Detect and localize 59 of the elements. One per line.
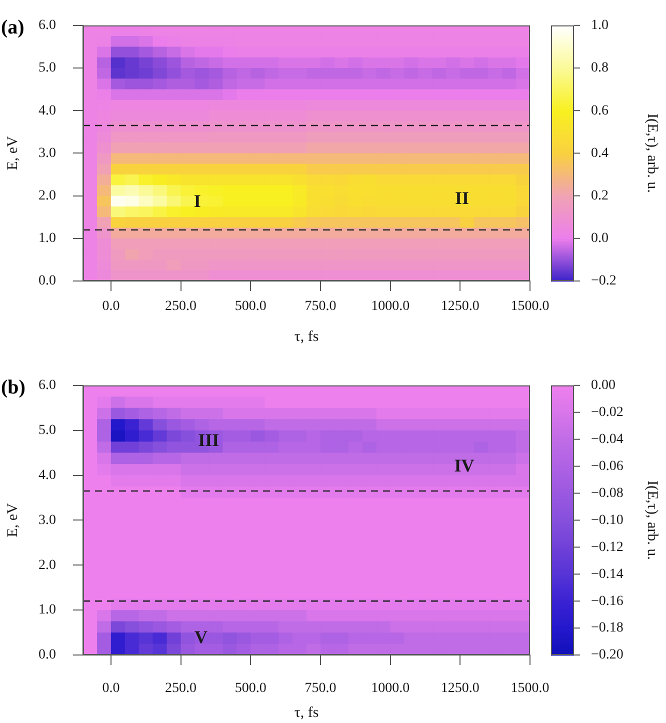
color-bar-label: 0.4 — [591, 146, 608, 161]
y-tick-label: 1.0 — [38, 231, 56, 246]
x-tick-label: 1000.0 — [371, 681, 410, 696]
x-tick-label: 500.0 — [234, 681, 266, 696]
color-bar-title: I(E,τ), arb. u. — [644, 114, 660, 193]
x-tick-label: 250.0 — [165, 299, 197, 314]
annotation: IV — [454, 455, 474, 476]
x-tick-label: 500.0 — [234, 299, 266, 314]
y-axis-title: E, eV — [4, 502, 21, 538]
y-tick-label: 5.0 — [38, 60, 56, 76]
color-bar-label: 0.8 — [591, 60, 608, 76]
y-tick-label: 6.0 — [38, 378, 56, 394]
color-bar-title: I(E,τ), arb. u. — [644, 480, 660, 560]
y-tick-label: 3.0 — [38, 512, 56, 528]
annotation: III — [198, 430, 220, 450]
y-tick-label: 2.0 — [38, 188, 56, 204]
x-tick-label: 750.0 — [304, 681, 336, 696]
color-bar-label: −0.16 — [591, 594, 624, 609]
y-tick-label: 0.0 — [38, 274, 56, 289]
annotation: I — [194, 190, 201, 211]
y-tick-label: 4.0 — [38, 468, 56, 483]
color-bar-label: −0.12 — [591, 540, 624, 555]
y-tick-label: 4.0 — [38, 103, 56, 118]
color-bar-label: 1.0 — [591, 18, 608, 34]
x-tick-label: 1500.0 — [510, 681, 550, 696]
y-tick-label: 0.0 — [38, 648, 56, 663]
x-tick-label: 0.0 — [102, 299, 120, 314]
color-bar-label: 0.6 — [591, 103, 608, 118]
color-bar-label: 0.2 — [591, 188, 608, 204]
x-tick-label: 1250.0 — [440, 299, 480, 314]
y-tick-label: 6.0 — [38, 18, 56, 34]
x-tick-label: 1250.0 — [440, 681, 480, 696]
x-tick-label: 250.0 — [165, 681, 197, 696]
y-axis-title: E, eV — [4, 136, 21, 170]
color-bar-label: −0.04 — [591, 432, 624, 447]
color-bar-label: 0.0 — [591, 231, 608, 246]
annotation: II — [455, 188, 470, 208]
color-bar-label: −0.10 — [591, 512, 624, 528]
y-tick-label: 2.0 — [38, 558, 56, 573]
x-axis-title: τ, fs — [294, 328, 319, 345]
color-bar-label: −0.06 — [591, 458, 624, 474]
color-bar-label: −0.18 — [591, 620, 624, 636]
annotation: V — [194, 626, 208, 647]
x-tick-label: 0.0 — [102, 681, 120, 696]
color-bar-label: −0.2 — [591, 274, 616, 289]
y-tick-label: 1.0 — [38, 602, 56, 618]
y-tick-label: 5.0 — [38, 423, 56, 438]
x-tick-label: 1500.0 — [510, 299, 550, 314]
y-tick-label: 3.0 — [38, 146, 56, 161]
chart-title: (b) — [1, 376, 26, 399]
chart-title: (a) — [1, 16, 24, 39]
color-bar-label: −0.02 — [591, 405, 624, 420]
x-tick-label: 1000.0 — [371, 299, 410, 314]
color-bar-label: −0.08 — [591, 486, 624, 501]
color-bar-label: −0.14 — [591, 566, 624, 582]
x-tick-label: 750.0 — [304, 299, 336, 314]
color-bar-label: −0.20 — [591, 648, 624, 663]
x-axis-title: τ, fs — [294, 704, 319, 721]
color-bar-label: 0.00 — [591, 378, 616, 394]
